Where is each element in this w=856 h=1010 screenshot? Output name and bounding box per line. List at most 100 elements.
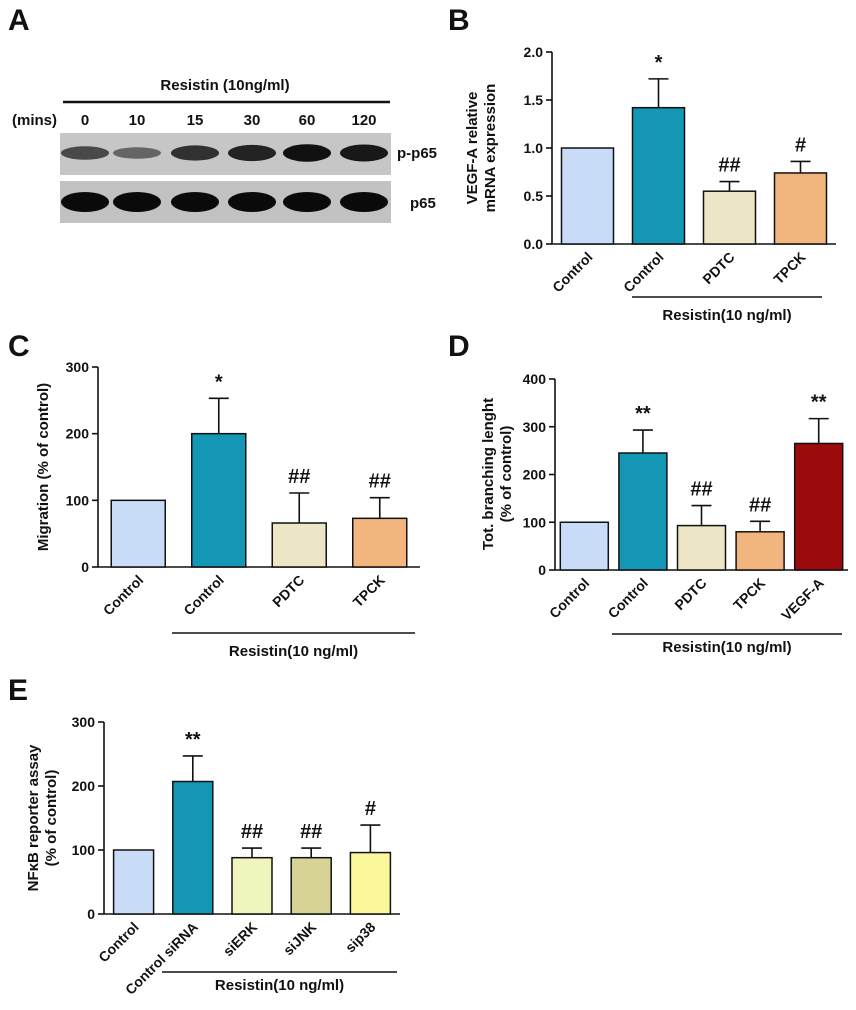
x-category-label: Control [180, 572, 227, 619]
wb-band-p65 [283, 192, 331, 212]
significance-mark: # [365, 798, 376, 820]
wb-time-label: 15 [187, 112, 204, 129]
panel-e-chart: E 0 100 200 300 NFκB reporter assay (% of con… [8, 674, 400, 998]
bar [560, 147, 615, 245]
y-tick-label: 300 [72, 714, 96, 730]
panel-d-chart: D 0 100 200 300 400 Tot. branching lenght (% o… [448, 330, 848, 656]
y-axis-label: mRNA expression [482, 84, 499, 213]
y-tick-label: 1.5 [524, 92, 544, 108]
svg-text:D: D [448, 330, 470, 363]
wb-band-p65 [61, 192, 109, 212]
svg-text:E: E [8, 674, 28, 707]
wb-time-label: 120 [351, 112, 376, 129]
y-axis-label: NFκB reporter assay [25, 744, 42, 891]
bar [702, 190, 757, 245]
wb-time-label: 10 [129, 112, 146, 129]
wb-band-p65 [171, 192, 219, 212]
x-category-label: Control [546, 575, 593, 622]
significance-mark: ## [718, 155, 740, 177]
significance-mark: ** [635, 403, 651, 425]
bar [349, 851, 392, 915]
y-tick-label: 2.0 [524, 44, 544, 60]
y-tick-label: 100 [72, 842, 96, 858]
wb-band-p-p65 [340, 144, 388, 162]
bar [631, 106, 686, 245]
significance-mark: ## [749, 494, 771, 516]
y-tick-label: 100 [66, 492, 90, 508]
x-category-label: sip38 [342, 919, 379, 956]
x-category-label: Control [549, 249, 596, 296]
panel-a-letter: A [8, 4, 30, 37]
bar [271, 522, 327, 568]
wb-band-p-p65 [61, 146, 109, 160]
x-category-label: Control [620, 249, 667, 296]
x-category-label: TPCK [770, 249, 808, 287]
group-label: Resistin(10 ng/ml) [229, 643, 358, 660]
wb-time-unit: (mins) [12, 112, 57, 129]
bar [793, 442, 844, 571]
significance-mark: ## [690, 479, 712, 501]
bar [191, 432, 247, 568]
significance-mark: ## [369, 471, 391, 493]
wb-band-p-p65 [113, 147, 161, 159]
wb-band-p65 [340, 192, 388, 212]
x-category-label: PDTC [699, 249, 737, 287]
x-category-label: Control [95, 919, 142, 966]
group-label: Resistin(10 ng/ml) [215, 977, 344, 994]
significance-mark: # [795, 134, 806, 156]
x-category-label: PDTC [269, 572, 307, 610]
wb-band-p-p65 [228, 144, 276, 162]
bar [172, 780, 214, 915]
wb-row-label-p-p65: p-p65 [397, 145, 437, 162]
wb-band-p-p65 [283, 144, 331, 162]
x-category-label: VEGF-A [778, 575, 827, 624]
svg-text:C: C [8, 330, 30, 363]
x-category-label: TPCK [350, 572, 388, 610]
wb-band-p65 [113, 192, 161, 212]
bar [290, 856, 332, 915]
wb-time-label: 0 [81, 112, 89, 129]
x-category-label: siJNK [280, 919, 319, 958]
bar [676, 524, 727, 571]
y-tick-label: 300 [523, 419, 547, 435]
significance-mark: ** [811, 392, 827, 414]
wb-treatment-label: Resistin (10ng/ml) [160, 77, 289, 94]
wb-bands-p65 [61, 192, 388, 212]
y-tick-label: 100 [523, 514, 547, 530]
y-axis-label: Migration (% of control) [35, 383, 52, 551]
y-tick-label: 400 [523, 371, 547, 387]
wb-row-label-p65: p65 [410, 195, 436, 212]
y-axis-label: (% of control) [498, 426, 515, 523]
wb-bands-p-p65 [61, 144, 388, 162]
significance-mark: ** [185, 729, 201, 751]
significance-mark: * [655, 52, 663, 74]
wb-time-label: 60 [299, 112, 316, 129]
significance-mark: ## [300, 821, 322, 843]
y-axis-label: Tot. branching lenght [480, 398, 497, 550]
bar [559, 521, 610, 571]
x-category-label: Control [100, 572, 147, 619]
group-label: Resistin(10 ng/ml) [662, 307, 791, 324]
significance-mark: * [215, 371, 223, 393]
bar [112, 849, 155, 915]
bar [773, 172, 828, 245]
y-axis-label: VEGF-A relative [464, 92, 481, 205]
y-tick-label: 300 [66, 359, 90, 375]
group-label: Resistin(10 ng/ml) [662, 639, 791, 656]
bar [618, 452, 668, 571]
bar [231, 856, 273, 915]
y-tick-label: 0.5 [524, 188, 544, 204]
y-tick-label: 0 [538, 562, 546, 578]
wb-time-label: 30 [244, 112, 261, 129]
y-tick-label: 0.0 [524, 236, 544, 252]
wb-band-p-p65 [171, 145, 219, 161]
x-category-label: siERK [220, 919, 260, 959]
panel-b-chart: B 0.0 0.5 1.0 1.5 2.0 VEGF-A relative mRNA exp… [448, 4, 836, 324]
x-category-label: PDTC [671, 575, 709, 613]
x-category-label: TPCK [730, 575, 768, 613]
x-category-label: Control [605, 575, 652, 622]
bar [110, 499, 166, 568]
panel-c-chart: C 0 100 200 300 Migration (% of control) Cont… [8, 330, 420, 660]
svg-text:B: B [448, 4, 470, 37]
